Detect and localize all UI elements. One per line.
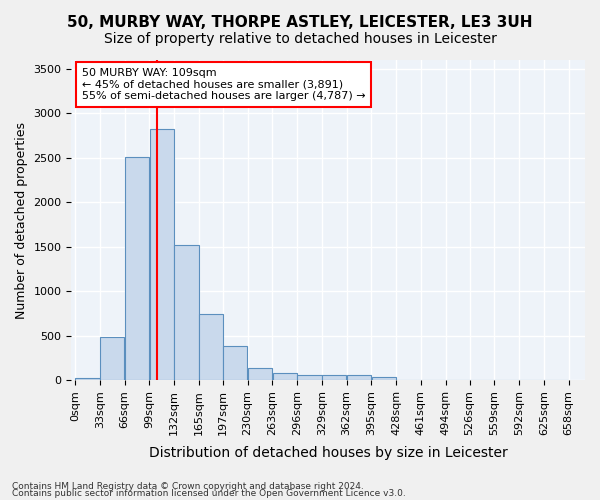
Bar [297,375,322,380]
Bar [223,346,247,380]
Bar [371,377,396,380]
Bar [347,374,371,380]
Text: Contains public sector information licensed under the Open Government Licence v3: Contains public sector information licen… [12,490,406,498]
Bar [199,314,223,380]
Bar [125,157,149,380]
Text: Size of property relative to detached houses in Leicester: Size of property relative to detached ho… [104,32,496,46]
Bar [149,130,174,380]
Bar [175,245,199,380]
Bar [272,374,297,380]
X-axis label: Distribution of detached houses by size in Leicester: Distribution of detached houses by size … [149,446,508,460]
Y-axis label: Number of detached properties: Number of detached properties [15,122,28,318]
Text: Contains HM Land Registry data © Crown copyright and database right 2024.: Contains HM Land Registry data © Crown c… [12,482,364,491]
Bar [100,338,124,380]
Bar [322,375,346,380]
Text: 50, MURBY WAY, THORPE ASTLEY, LEICESTER, LE3 3UH: 50, MURBY WAY, THORPE ASTLEY, LEICESTER,… [67,15,533,30]
Bar [76,378,100,380]
Bar [248,368,272,380]
Text: 50 MURBY WAY: 109sqm
← 45% of detached houses are smaller (3,891)
55% of semi-de: 50 MURBY WAY: 109sqm ← 45% of detached h… [82,68,365,101]
